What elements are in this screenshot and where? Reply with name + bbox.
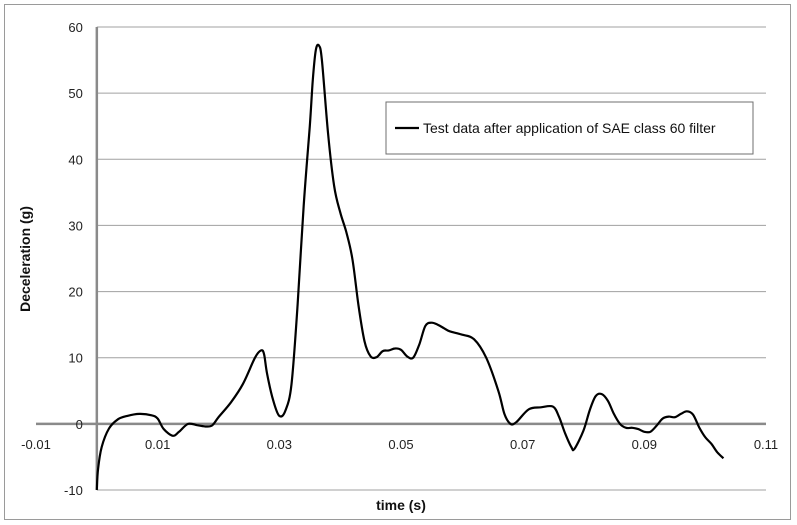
x-tick-label: 0.11	[754, 437, 778, 452]
y-tick-label: -10	[64, 483, 83, 498]
y-tick-label: 0	[76, 417, 83, 432]
y-tick-label: 40	[68, 152, 82, 167]
legend: Test data after application of SAE class…	[385, 101, 754, 155]
series-layer	[95, 43, 725, 491]
y-axis-title: Deceleration (g)	[17, 206, 33, 312]
y-tick-label: 20	[68, 285, 82, 300]
y-tick-label: 10	[68, 351, 82, 366]
y-tick-label: 30	[68, 218, 82, 233]
x-tick-label: 0.03	[267, 437, 292, 452]
x-tick-label: -0.01	[21, 437, 51, 452]
x-tick-label: 0.09	[632, 437, 657, 452]
x-tick-label: 0.05	[388, 437, 413, 452]
x-axis-title: time (s)	[376, 497, 426, 513]
legend-box	[385, 101, 754, 155]
legend-label: Test data after application of SAE class…	[423, 120, 716, 136]
x-tick-label: 0.01	[145, 437, 170, 452]
y-tick-label: 50	[68, 86, 82, 101]
x-tick-label: 0.07	[510, 437, 535, 452]
tick-labels: -10 0 10 20 30 40 50 60 -0.01 0.01 0.03 0.05 0.07 0.0…	[21, 20, 778, 498]
chart-frame	[4, 4, 791, 520]
gridlines	[96, 26, 766, 491]
y-tick-label: 60	[68, 20, 82, 35]
series-line	[95, 43, 725, 491]
axes	[36, 27, 766, 490]
